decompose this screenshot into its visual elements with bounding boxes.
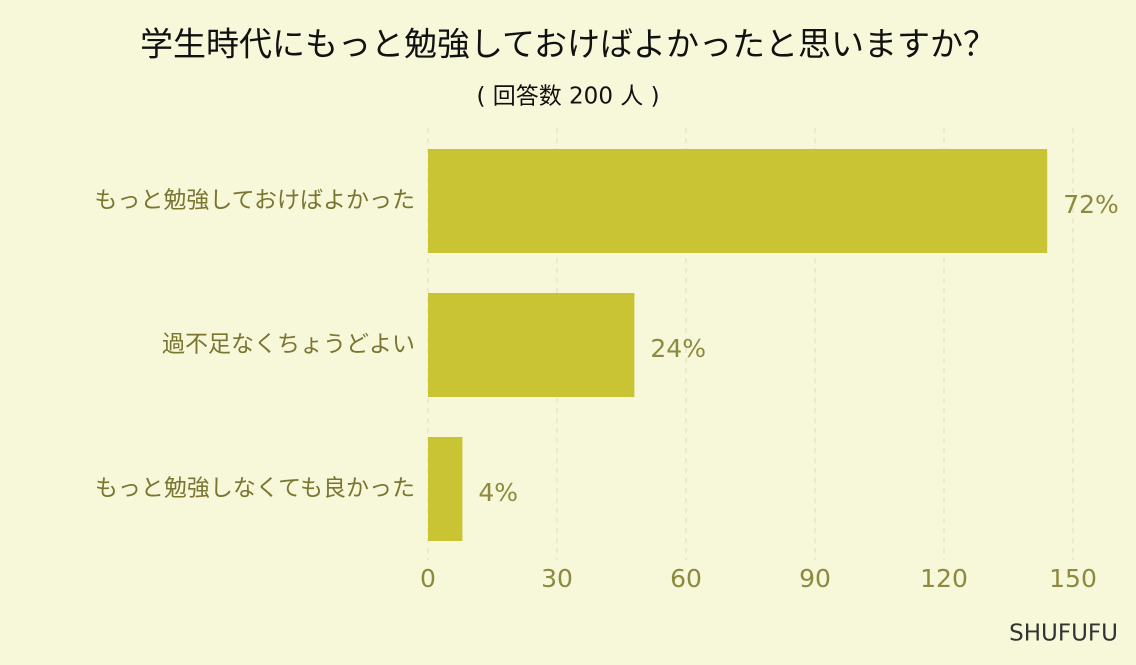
value-label: 24% [650, 334, 706, 363]
x-tick-label: 0 [420, 564, 436, 593]
y-tick-label: もっと勉強しておけばよかった [94, 188, 415, 214]
x-tick-label: 90 [799, 564, 831, 593]
value-label: 72% [1063, 190, 1119, 219]
x-tick-label: 120 [920, 564, 968, 593]
x-tick-label: 30 [541, 564, 573, 593]
y-tick-label: もっと勉強しなくても良かった [95, 476, 415, 502]
bar [428, 293, 635, 397]
chart-title: 学生時代にもっと勉強しておけばよかったと思いますか？ [140, 25, 996, 64]
bar [428, 437, 463, 541]
source: SHUFUFU [1009, 621, 1118, 647]
chart-subtitle: ( 回答数 200 人 ) [476, 84, 659, 110]
y-tick-label: 過不足なくちょうどよい [162, 332, 415, 358]
bar [428, 149, 1048, 253]
x-tick-label: 60 [670, 564, 702, 593]
value-label: 4% [478, 478, 518, 507]
x-tick-label: 150 [1049, 564, 1097, 593]
